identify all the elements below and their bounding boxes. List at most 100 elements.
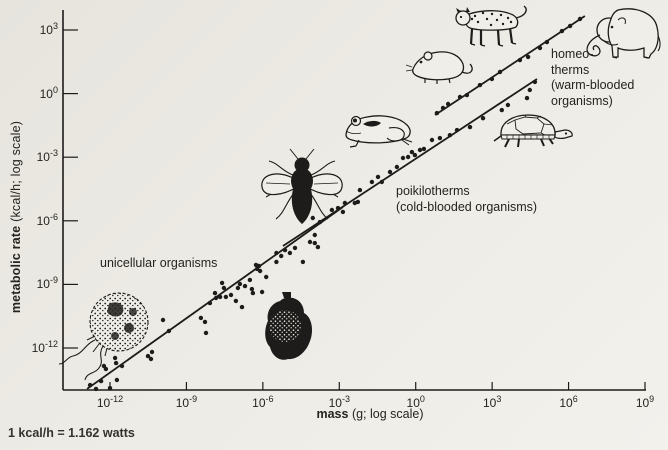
- data-point: [114, 377, 120, 383]
- data-point: [434, 110, 440, 116]
- data-point: [440, 105, 446, 111]
- data-point: [447, 133, 453, 138]
- data-point: [250, 290, 256, 296]
- data-point: [400, 155, 406, 161]
- regression-line-poikilotherms: [282, 78, 538, 247]
- data-point: [537, 45, 543, 51]
- data-point: [355, 199, 361, 205]
- annotation-unicellular: unicellular organisms: [100, 256, 218, 270]
- data-point: [312, 232, 317, 238]
- data-point: [317, 219, 323, 225]
- data-point: [532, 79, 538, 85]
- data-point: [93, 386, 99, 392]
- data-point: [279, 253, 284, 259]
- x-axis-label-rest: (g; log scale): [348, 407, 424, 421]
- data-point: [335, 205, 341, 211]
- illustrations-layer: [58, 5, 661, 381]
- data-point: [409, 149, 415, 155]
- y-axis-label-rest: (kcal/h; log scale): [9, 120, 23, 226]
- fly-illustration: [261, 148, 343, 224]
- data-point: [524, 95, 530, 101]
- data-point: [457, 94, 463, 100]
- ciliate-illustration: [265, 292, 312, 360]
- data-point: [198, 315, 204, 321]
- y-tick-label: 10-12: [31, 339, 58, 355]
- leopard-illustration: [455, 5, 527, 47]
- data-point: [497, 69, 503, 75]
- x-tick-label: 109: [635, 394, 655, 410]
- data-point: [242, 283, 248, 289]
- data-point: [477, 82, 483, 88]
- data-point: [149, 349, 155, 355]
- y-tick-label: 10-3: [36, 148, 58, 165]
- y-tick-label: 100: [39, 84, 58, 101]
- data-point: [145, 353, 151, 359]
- scatter-points: [87, 16, 583, 392]
- x-tick-label: 10-6: [252, 394, 274, 410]
- data-point: [292, 245, 298, 251]
- data-point: [387, 169, 393, 175]
- data-point: [287, 250, 293, 256]
- data-point: [249, 286, 255, 292]
- data-point: [219, 280, 225, 286]
- annotation-poikilotherms-line1: poikilotherms: [396, 184, 470, 198]
- x-tick-label: 103: [482, 394, 502, 410]
- protozoan-illustration: [58, 292, 149, 381]
- data-point: [237, 281, 243, 287]
- data-point: [357, 187, 363, 193]
- rat-illustration: [405, 51, 473, 84]
- data-point: [107, 385, 113, 391]
- data-point: [247, 277, 253, 283]
- data-point: [394, 164, 400, 170]
- elephant-illustration: [586, 8, 661, 59]
- data-point: [544, 39, 550, 45]
- data-point: [517, 57, 523, 63]
- data-point: [310, 215, 315, 221]
- data-point: [98, 378, 104, 384]
- data-point: [233, 298, 239, 304]
- data-point: [315, 244, 321, 250]
- data-point: [112, 355, 118, 361]
- data-point: [213, 295, 219, 301]
- annotation-homeotherms-line3: (warm-blooded: [551, 78, 635, 92]
- axes: [62, 10, 646, 391]
- x-tick-label: 100: [406, 394, 425, 410]
- data-point: [166, 328, 172, 334]
- annotation-homeotherms-line1: homeo-: [551, 47, 594, 61]
- data-point: [257, 268, 263, 274]
- data-point: [307, 239, 313, 245]
- x-tick-label: 10-9: [175, 394, 198, 410]
- data-point: [87, 382, 93, 388]
- data-point: [228, 292, 234, 298]
- data-point: [235, 285, 241, 291]
- data-point: [256, 263, 262, 269]
- data-point: [103, 366, 109, 372]
- data-point: [312, 240, 317, 246]
- data-point: [342, 200, 348, 206]
- data-point: [421, 146, 427, 152]
- data-point: [239, 304, 245, 310]
- x-axis-label: mass (g; log scale): [260, 407, 480, 421]
- data-point: [282, 247, 288, 253]
- data-point: [405, 154, 411, 160]
- data-point: [525, 54, 531, 60]
- data-point: [437, 135, 443, 141]
- data-point: [300, 259, 306, 265]
- data-point: [559, 28, 565, 34]
- y-tick-label: 103: [39, 21, 58, 37]
- data-point: [467, 124, 473, 130]
- annotation-poikilotherms-line2: (cold-blooded organisms): [396, 200, 538, 214]
- data-point: [454, 127, 460, 133]
- data-point: [207, 300, 213, 306]
- y-axis-label-bold: metabolic rate: [9, 225, 23, 314]
- data-point: [527, 87, 532, 93]
- data-point: [223, 294, 229, 300]
- annotation-homeotherms-line4: organisms): [551, 93, 613, 108]
- turtle-illustration: [493, 114, 573, 148]
- data-point: [340, 209, 346, 215]
- data-point: [567, 23, 573, 29]
- x-tick-label: 10-12: [96, 394, 124, 410]
- y-tick-label: 10-6: [36, 211, 58, 228]
- data-point: [505, 102, 511, 108]
- data-point: [202, 319, 208, 325]
